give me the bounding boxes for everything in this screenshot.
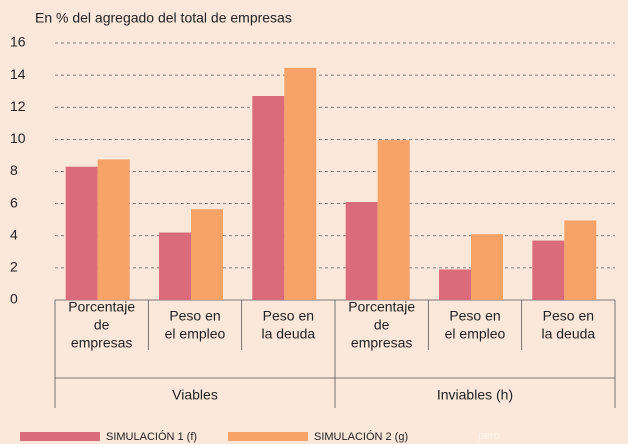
annotation: pero	[478, 430, 500, 442]
group-label: Viables	[172, 387, 218, 403]
x-tick-label: Peso en	[543, 308, 594, 324]
x-tick-label: empresas	[351, 335, 412, 351]
y-tick-label: 2	[10, 259, 18, 275]
y-tick-label: 14	[10, 66, 26, 82]
chart-title: En % del agregado del total de empresas	[35, 10, 292, 26]
y-tick-label: 0	[10, 291, 18, 307]
bar	[439, 269, 471, 300]
x-tick-label: la deuda	[261, 326, 315, 342]
x-tick-label: Porcentaje	[68, 299, 135, 315]
bar	[377, 140, 410, 300]
x-tick-label: la deuda	[541, 326, 595, 342]
legend-label: SIMULACIÓN 1 (f)	[106, 430, 197, 443]
x-tick-label: empresas	[71, 335, 132, 351]
x-tick-label: el empleo	[445, 326, 506, 342]
y-tick-label: 6	[10, 194, 18, 210]
y-tick-label: 12	[10, 98, 26, 114]
y-tick-label: 16	[10, 34, 26, 50]
bar	[284, 67, 317, 300]
x-tick-label: de	[94, 317, 110, 333]
y-tick-label: 10	[10, 130, 26, 146]
bar	[191, 209, 223, 300]
bar	[159, 232, 191, 300]
bar	[532, 240, 565, 300]
bar	[345, 202, 378, 300]
x-tick-label: Peso en	[449, 308, 500, 324]
bar	[65, 166, 98, 300]
bar	[471, 234, 503, 300]
y-tick-label: 8	[10, 162, 18, 178]
x-tick-label: de	[374, 317, 390, 333]
legend-label: SIMULACIÓN 2 (g)	[314, 430, 408, 443]
x-tick-label: el empleo	[165, 326, 226, 342]
x-tick-label: Peso en	[263, 308, 314, 324]
group-label: Inviables (h)	[437, 387, 513, 403]
bar	[252, 96, 285, 300]
x-tick-label: Porcentaje	[348, 299, 415, 315]
x-tick-label: Peso en	[169, 308, 220, 324]
bar	[97, 159, 130, 300]
legend-swatch	[228, 432, 308, 441]
legend-swatch	[20, 432, 100, 441]
y-tick-label: 4	[10, 226, 18, 242]
bar	[564, 220, 597, 300]
